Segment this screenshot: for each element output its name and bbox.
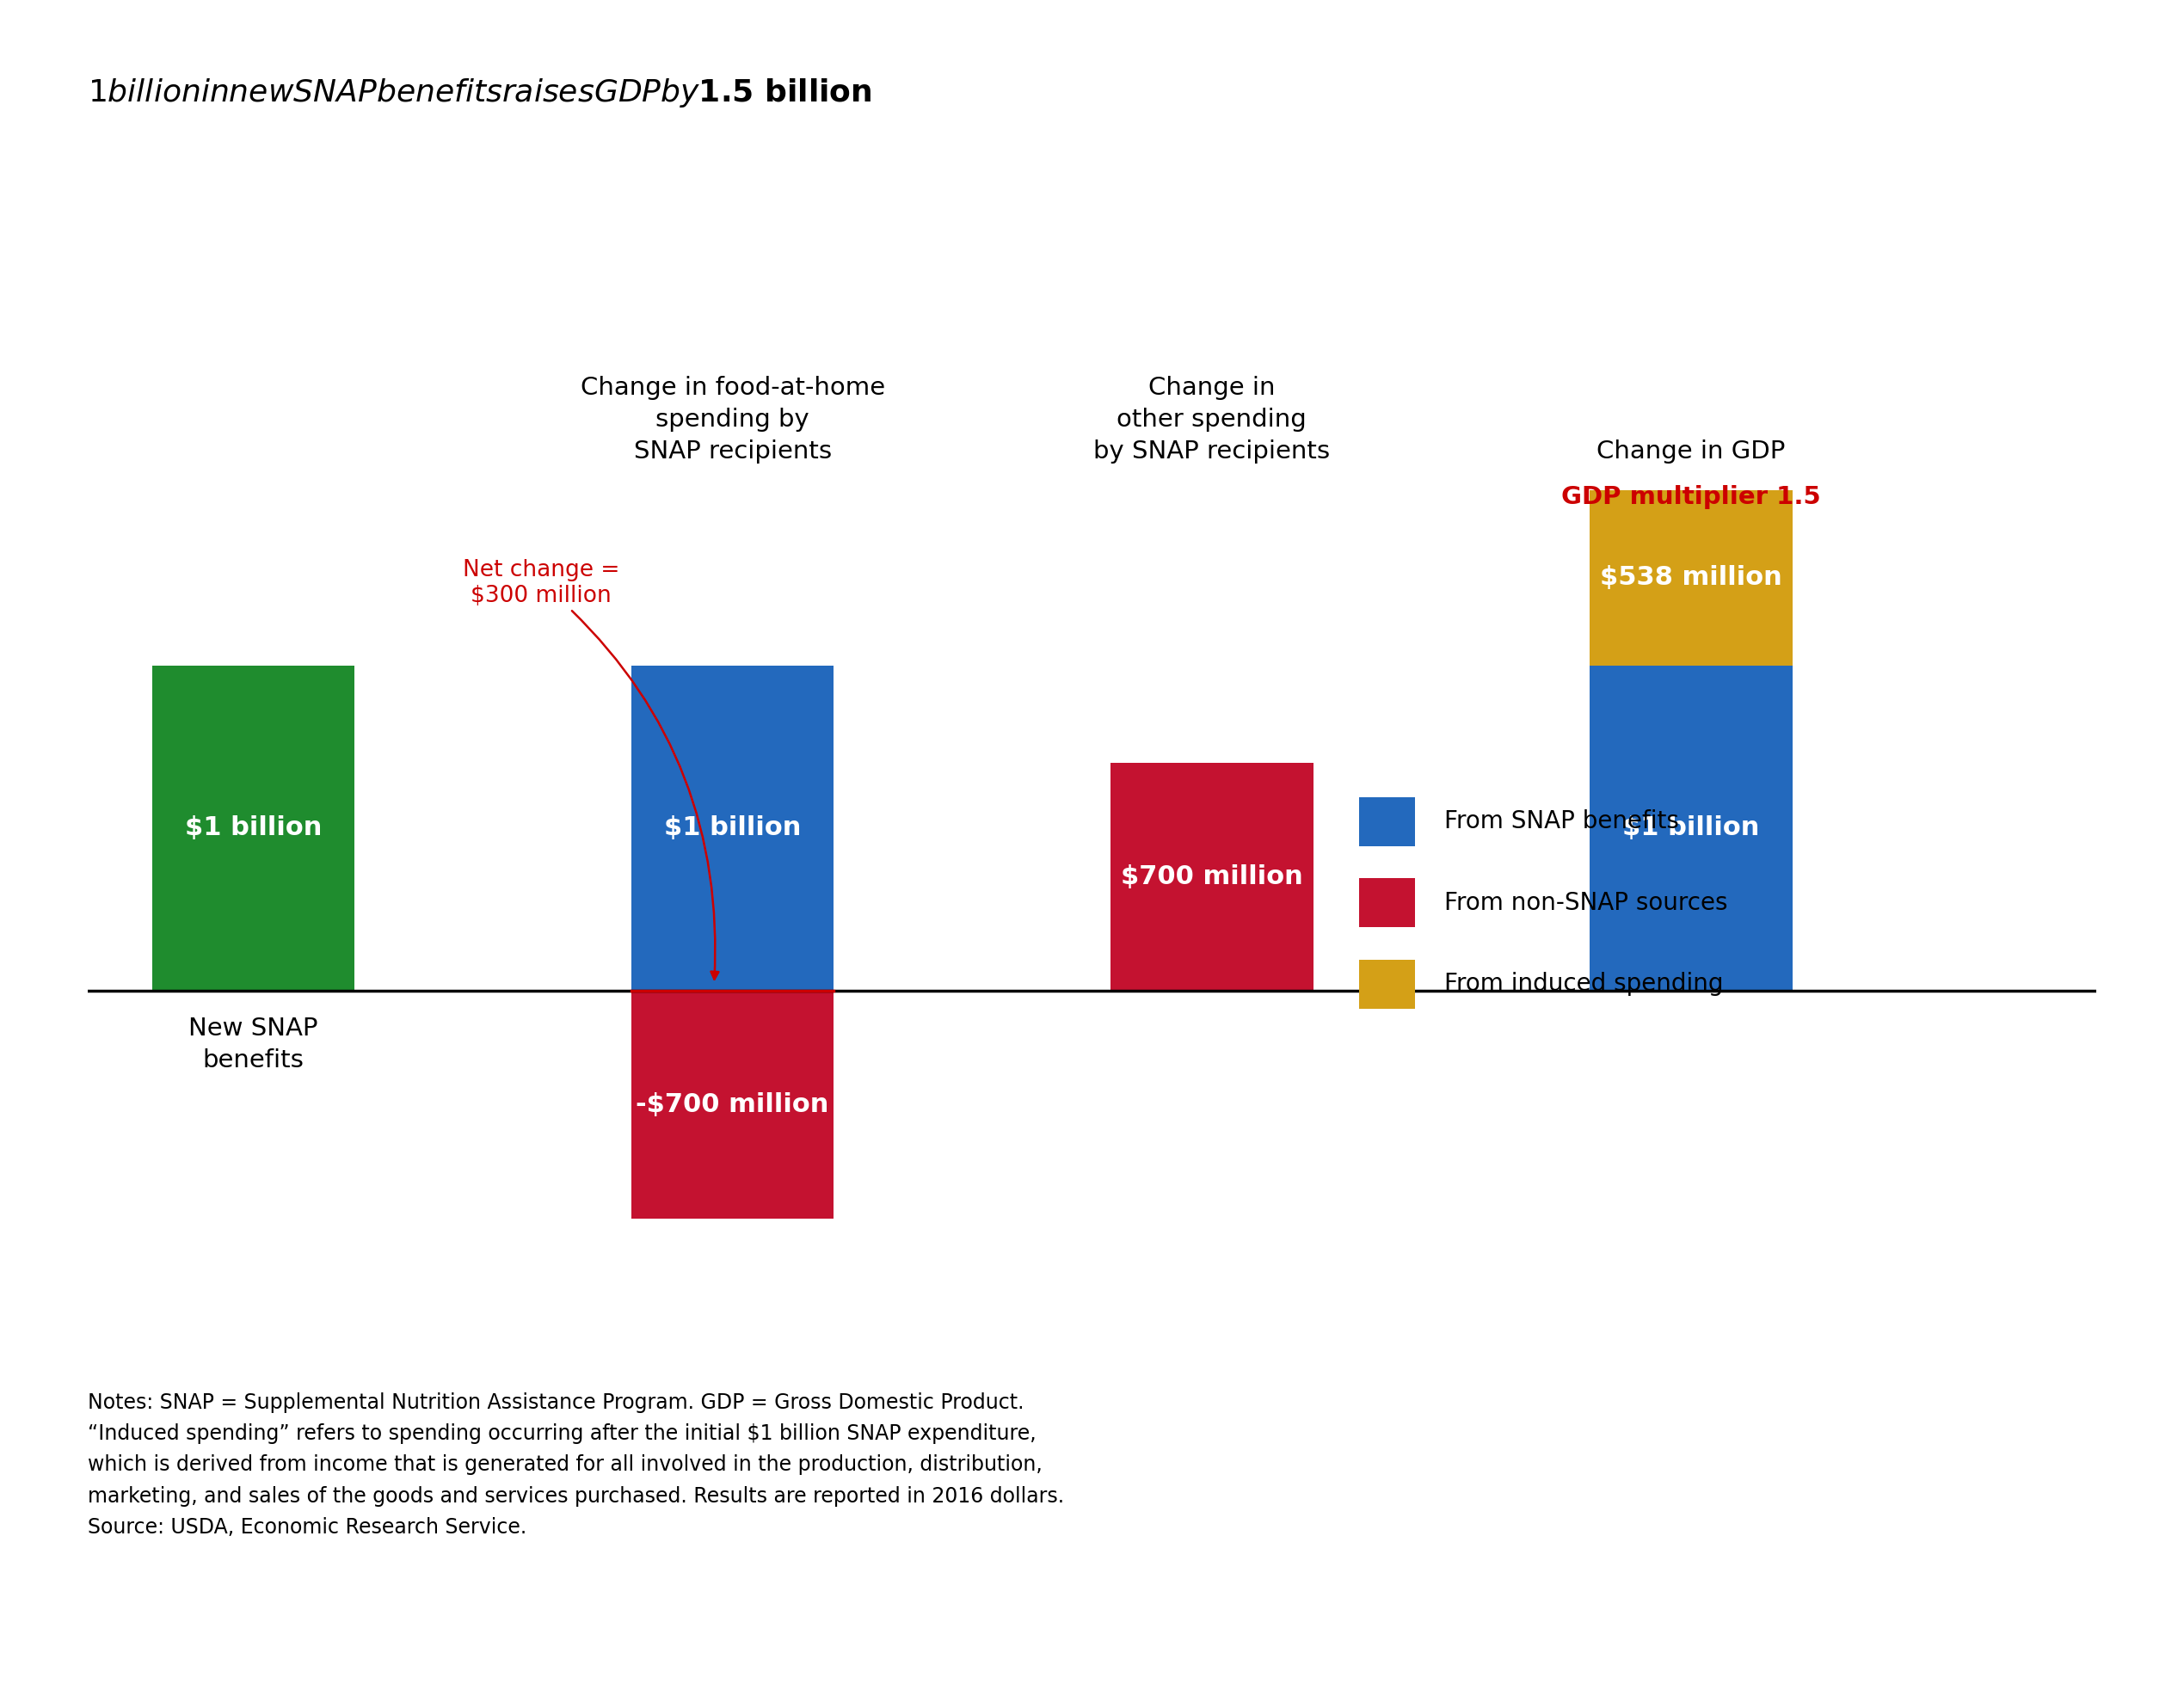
Text: From non-SNAP sources: From non-SNAP sources (1444, 892, 1728, 915)
Text: $1 billion in new SNAP benefits raises GDP by $1.5 billion: $1 billion in new SNAP benefits raises G… (87, 77, 871, 109)
Text: Change in GDP: Change in GDP (1597, 439, 1787, 463)
Text: Notes: SNAP = Supplemental Nutrition Assistance Program. GDP = Gross Domestic Pr: Notes: SNAP = Supplemental Nutrition Ass… (87, 1392, 1064, 1537)
Text: New SNAP
benefits: New SNAP benefits (188, 1016, 319, 1073)
Text: Change in food-at-home
spending by
SNAP recipients: Change in food-at-home spending by SNAP … (581, 376, 885, 463)
Bar (1358, 960, 1415, 1008)
Text: -$700 million: -$700 million (636, 1091, 830, 1117)
Text: GDP multiplier 1.5: GDP multiplier 1.5 (1562, 485, 1821, 509)
Bar (1109, 763, 1313, 991)
Bar (631, 666, 834, 991)
Bar (631, 991, 834, 1218)
Text: Change in
other spending
by SNAP recipients: Change in other spending by SNAP recipie… (1094, 376, 1330, 463)
Text: $538 million: $538 million (1601, 565, 1782, 591)
Bar (1358, 878, 1415, 927)
Bar (1590, 666, 1793, 991)
Text: $700 million: $700 million (1120, 864, 1304, 890)
Bar (1358, 798, 1415, 845)
Text: From SNAP benefits: From SNAP benefits (1444, 810, 1679, 834)
Text: $1 billion: $1 billion (186, 815, 321, 840)
Text: $1 billion: $1 billion (664, 815, 802, 840)
Text: Net change =
$300 million: Net change = $300 million (463, 559, 719, 979)
Text: From induced spending: From induced spending (1444, 972, 1723, 996)
Bar (153, 666, 354, 991)
Bar (1590, 490, 1793, 666)
Text: $1 billion: $1 billion (1623, 815, 1760, 840)
